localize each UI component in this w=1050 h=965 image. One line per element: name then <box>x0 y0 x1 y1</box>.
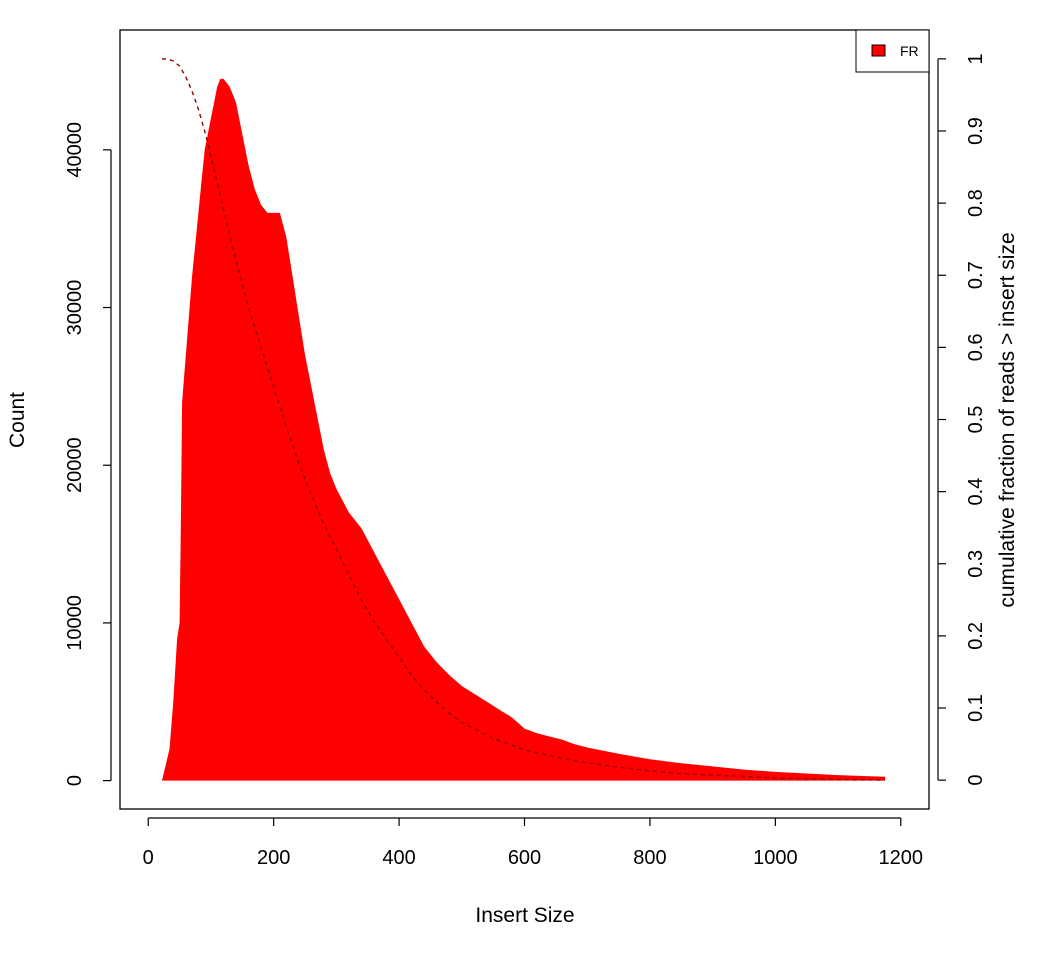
y2-tick-label-0.1: 0.1 <box>965 694 987 722</box>
x-tick-label-200: 200 <box>257 847 290 869</box>
y2-tick-label-0.3: 0.3 <box>965 550 987 578</box>
legend: FR <box>855 29 930 73</box>
y-tick-label-20000: 20000 <box>64 437 86 493</box>
y-tick-label-30000: 30000 <box>64 280 86 336</box>
y-tick-label-10000: 10000 <box>64 595 86 651</box>
y-tick-label-0: 0 <box>64 775 86 786</box>
y2-tick-label-0.5: 0.5 <box>965 406 987 434</box>
x-tick-label-400: 400 <box>382 847 415 869</box>
y2-tick-label-0.8: 0.8 <box>965 189 987 217</box>
y2-tick-label-0: 0 <box>965 775 987 786</box>
y2-tick-label-1: 1 <box>965 53 987 64</box>
histogram-area-FR <box>162 78 886 781</box>
y-axis-left: 0 10000 20000 30000 40000 <box>64 122 112 786</box>
x-axis-label: Insert Size <box>475 904 574 927</box>
plot-frame <box>119 29 930 810</box>
y2-tick-label-0.4: 0.4 <box>965 478 987 506</box>
y2-axis-label: cumulative fraction of reads > insert si… <box>996 232 1019 607</box>
y2-tick-label-0.2: 0.2 <box>965 622 987 650</box>
y2-tick-label-0.7: 0.7 <box>965 261 987 289</box>
legend-box <box>855 29 930 73</box>
y2-tick-label-0.9: 0.9 <box>965 117 987 145</box>
y-axis-right: 0 0.1 0.2 0.3 0.4 0.5 0.6 0.7 0.8 0.9 1 <box>937 53 987 786</box>
x-tick-label-600: 600 <box>508 847 541 869</box>
x-tick-label-0: 0 <box>143 847 154 869</box>
legend-label-FR: FR <box>900 43 919 59</box>
y2-tick-label-0.6: 0.6 <box>965 333 987 361</box>
x-tick-label-1200: 1200 <box>879 847 924 869</box>
y-axis-label: Count <box>6 392 29 448</box>
y-tick-label-40000: 40000 <box>64 122 86 178</box>
x-axis: 0 200 400 600 800 1000 1200 <box>143 817 924 869</box>
x-tick-label-800: 800 <box>633 847 666 869</box>
legend-swatch-FR <box>871 44 886 57</box>
x-tick-label-1000: 1000 <box>753 847 798 869</box>
